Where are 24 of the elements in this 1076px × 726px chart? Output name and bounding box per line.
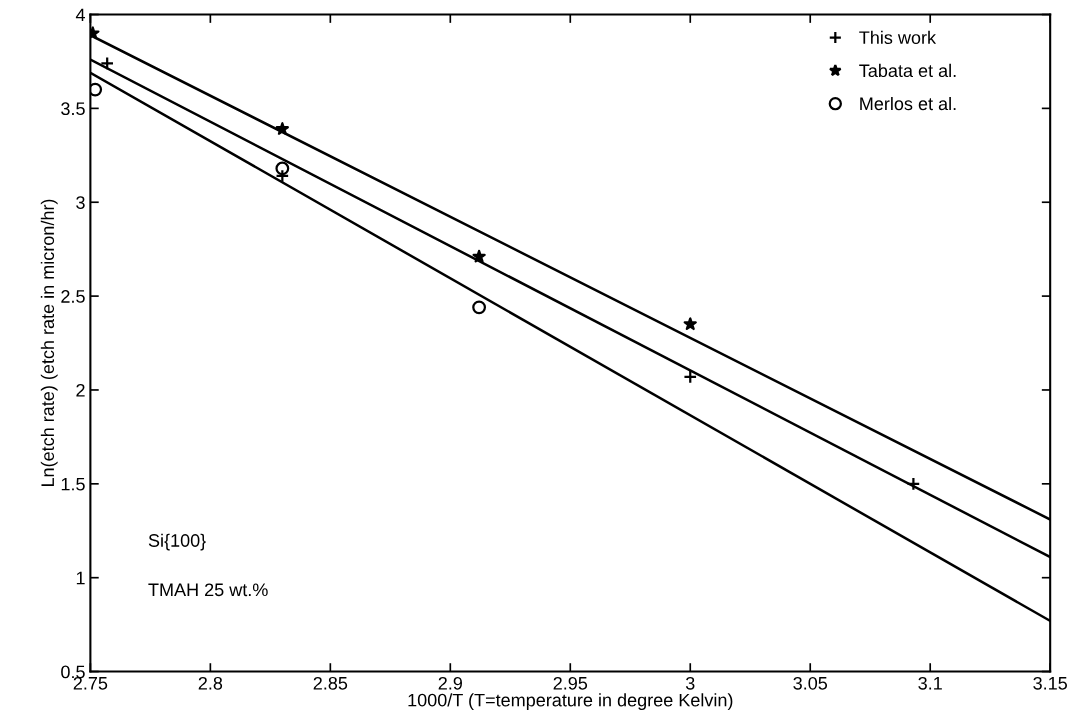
- legend-label: This work: [859, 30, 937, 45]
- x-axis-title: 1000/T (T=temperature in degree Kelvin): [408, 693, 733, 711]
- x-tick-label: 3.1: [918, 676, 942, 690]
- y-tick-label: 2.5: [61, 290, 85, 303]
- x-tick-label: 2.85: [313, 676, 348, 690]
- y-tick-label: 4: [75, 8, 85, 22]
- x-tick-label: 2.9: [438, 676, 462, 690]
- legend-label: Merlos et al.: [860, 96, 956, 111]
- y-tick-label: 3: [76, 196, 85, 209]
- y-tick-label: 3.5: [61, 102, 85, 116]
- y-tick-label: 1.5: [61, 477, 85, 491]
- x-tick-label: 3.05: [793, 676, 828, 690]
- y-axis-title: Ln(etch rate) (etch rate in micron/hr): [40, 199, 58, 487]
- legend-label: Tabata et al.: [859, 63, 956, 78]
- annotation: TMAH 25 wt.%: [148, 583, 268, 597]
- x-tick-label: 3.15: [1033, 676, 1067, 690]
- x-tick-label: 3: [685, 676, 695, 690]
- y-tick-label: 1: [76, 571, 85, 585]
- y-tick-label: 0.5: [61, 665, 85, 679]
- x-tick-label: 2.95: [553, 676, 588, 690]
- x-tick-label: 2.75: [73, 676, 108, 690]
- y-tick-label: 2: [76, 383, 85, 397]
- annotation: Si{100}: [148, 533, 206, 551]
- x-tick-label: 2.8: [198, 676, 223, 690]
